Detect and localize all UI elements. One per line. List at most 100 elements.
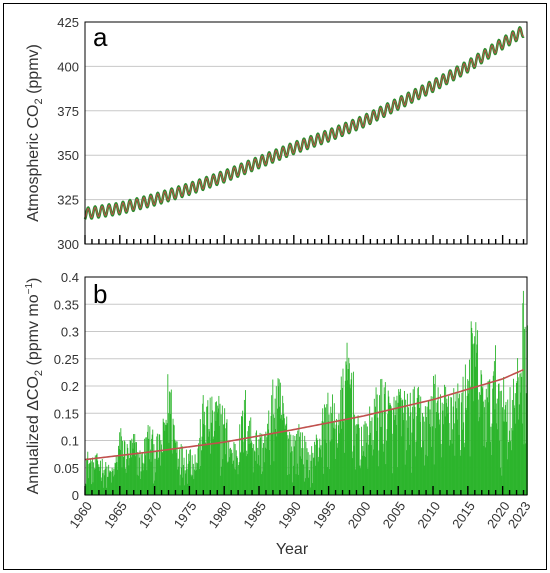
panel-b-bar xyxy=(326,466,328,495)
panel-b-bar xyxy=(143,463,145,495)
panel-b-bar xyxy=(473,343,475,495)
panel-b-bar xyxy=(288,438,289,495)
panel-b-bar xyxy=(370,445,372,495)
panel-b-bar xyxy=(165,424,166,495)
panel-b-bar xyxy=(303,464,304,495)
panel-b-bar xyxy=(231,452,233,495)
panel-b-bar xyxy=(154,458,156,495)
panel-b-bar xyxy=(310,487,311,495)
panel-b-bar xyxy=(296,433,298,495)
panel-b-bar xyxy=(189,449,191,495)
panel-b-bar xyxy=(166,425,168,495)
panel-b-bar xyxy=(197,448,199,495)
panel-b-bar xyxy=(238,465,240,495)
panel-b-bar xyxy=(323,473,325,495)
panel-b-bar xyxy=(91,457,93,495)
panel-b-bar xyxy=(294,440,296,495)
panel-b-bar xyxy=(243,452,245,495)
panel-b-bar xyxy=(285,425,287,495)
panel-b-bar xyxy=(468,359,470,495)
panel-b-bar xyxy=(188,453,190,495)
panel-b-bar xyxy=(130,457,132,495)
panel-b-bar xyxy=(342,368,344,495)
panel-b-bar xyxy=(486,397,488,495)
panel-b-bar xyxy=(347,369,349,495)
panel-b-bar xyxy=(402,399,404,495)
panel-b-bar xyxy=(448,423,450,495)
panel-b-bar xyxy=(316,438,318,495)
panel-b-bar xyxy=(359,465,361,495)
panel-b-bar xyxy=(168,442,170,495)
panel-b-bar xyxy=(383,451,385,495)
panel-b-bar xyxy=(249,420,251,495)
panel-b-bar xyxy=(263,443,264,495)
panel-b-bar xyxy=(203,423,205,495)
panel-b-bar xyxy=(257,455,259,495)
panel-b-bar xyxy=(130,440,132,495)
panel-b-bar xyxy=(123,440,125,495)
panel-b-bar xyxy=(100,460,101,495)
panel-b-bar xyxy=(348,363,350,495)
panel-b-frame xyxy=(84,276,528,496)
panel-b-bar xyxy=(470,386,472,495)
panel-b-bar xyxy=(297,430,299,495)
panel-b-bar xyxy=(227,462,229,495)
panel-b-bar xyxy=(206,406,208,495)
panel-b-bar xyxy=(261,471,263,495)
panel-b-bar xyxy=(265,448,267,495)
panel-b-bar xyxy=(179,485,181,495)
panel-b-bar xyxy=(172,453,173,495)
panel-b-bar xyxy=(395,400,397,495)
panel-b-bar xyxy=(253,450,255,495)
panel-b-bar xyxy=(277,378,279,495)
panel-b-bar xyxy=(138,475,140,495)
panel-b-bar xyxy=(404,390,405,495)
panel-b-bar xyxy=(139,450,141,495)
panel-b-bar xyxy=(129,458,130,495)
panel-b-bar xyxy=(223,424,224,495)
panel-b-bar xyxy=(108,464,110,495)
panel-b-bar xyxy=(220,414,222,495)
panel-b-bar xyxy=(124,441,126,495)
panel-b-bar xyxy=(402,420,404,495)
panel-b-bar xyxy=(416,416,418,495)
panel-b-bar xyxy=(149,449,151,495)
panel-b-bar xyxy=(493,371,495,495)
panel-b-bar xyxy=(97,460,99,495)
panel-b-bar xyxy=(449,445,451,495)
panel-b-bar xyxy=(136,474,138,495)
panel-b-bar xyxy=(241,416,242,495)
panel-b-bar xyxy=(523,444,525,495)
panel-b-bar xyxy=(131,442,133,495)
panel-b-bar xyxy=(423,465,425,495)
panel-b-bar xyxy=(277,408,278,495)
panel-b-bar xyxy=(257,447,259,495)
panel-b-bar xyxy=(284,429,286,495)
panel-b-bar xyxy=(292,482,293,495)
panel-b-bar xyxy=(245,456,247,495)
panel-b-bar xyxy=(195,470,197,495)
panel-b-bar xyxy=(321,457,322,495)
panel-b-bar xyxy=(343,421,345,495)
panel-b-bar xyxy=(485,447,487,495)
panel-b-bar xyxy=(184,470,186,495)
panel-b-bar xyxy=(291,451,293,495)
panel-a-frame xyxy=(84,21,528,245)
panel-b-bar xyxy=(470,321,472,495)
panel-b-bar xyxy=(146,470,148,495)
panel-b-bar xyxy=(395,424,397,495)
panel-b-bar xyxy=(401,400,403,495)
panel-b-bar xyxy=(134,456,136,495)
panel-b-bar xyxy=(194,454,196,495)
panel-b-bar xyxy=(344,380,346,495)
panel-b-bar xyxy=(391,433,393,495)
panel-b-bar xyxy=(333,421,335,495)
panel-b-bar xyxy=(424,406,426,495)
panel-b-bar xyxy=(114,474,115,495)
panel-b-bar xyxy=(397,402,399,495)
panel-b-bar xyxy=(101,458,103,495)
panel-b-bar xyxy=(166,423,168,495)
panel-b-bar xyxy=(167,374,169,495)
panel-b-bar xyxy=(369,406,371,495)
panel-b-bar xyxy=(116,462,118,495)
